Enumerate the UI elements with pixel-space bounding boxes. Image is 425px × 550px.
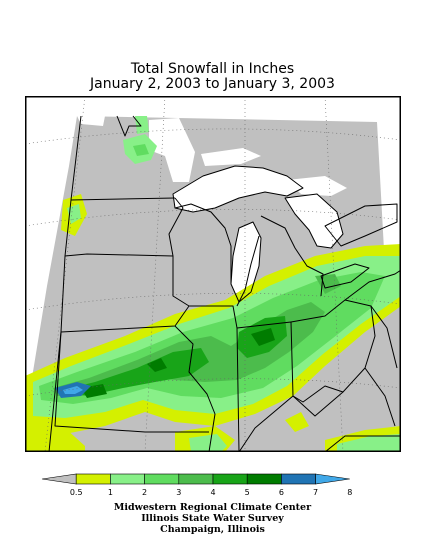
credit-line-1: Midwestern Regional Climate Center (113, 502, 312, 513)
legend-tick-label: 1 (108, 488, 113, 497)
legend-tick-label: 2 (142, 488, 147, 497)
legend-swatches (41, 473, 350, 485)
legend-swatch (281, 473, 316, 485)
legend-tick-label: 4 (210, 488, 215, 497)
legend-swatch (212, 473, 248, 485)
legend-ticks: 0.5 1 2 3 4 5 6 7 8 (70, 488, 353, 497)
north-edge-gap (77, 116, 105, 126)
legend-tick-label: 7 (313, 488, 318, 497)
legend-swatch (110, 473, 145, 485)
legend-tick-label: 6 (279, 488, 284, 497)
map-subtitle: January 2, 2003 to January 3, 2003 (90, 76, 335, 92)
lake-michigan (231, 222, 261, 302)
lake-superior (173, 166, 303, 212)
legend-tick-label: 8 (347, 488, 352, 497)
legend-swatch (75, 473, 111, 485)
legend-swatch (246, 473, 282, 485)
credit-line-2: Illinois State Water Survey (141, 513, 284, 524)
color-legend: 0.5 1 2 3 4 5 6 7 8 (41, 473, 353, 497)
legend-tick-label: 5 (245, 488, 250, 497)
legend-swatch (144, 473, 180, 485)
map-title: Total Snowfall in Inches (130, 61, 295, 77)
legend-tick-label: 3 (176, 488, 181, 497)
legend-swatch (315, 473, 350, 485)
credit-line-3: Champaign, Illinois (160, 524, 265, 535)
legend-swatch (41, 473, 77, 485)
legend-swatch (178, 473, 214, 485)
lake-huron (285, 194, 343, 248)
snowfall-map (25, 96, 401, 452)
legend-tick-label: 0.5 (70, 488, 83, 497)
